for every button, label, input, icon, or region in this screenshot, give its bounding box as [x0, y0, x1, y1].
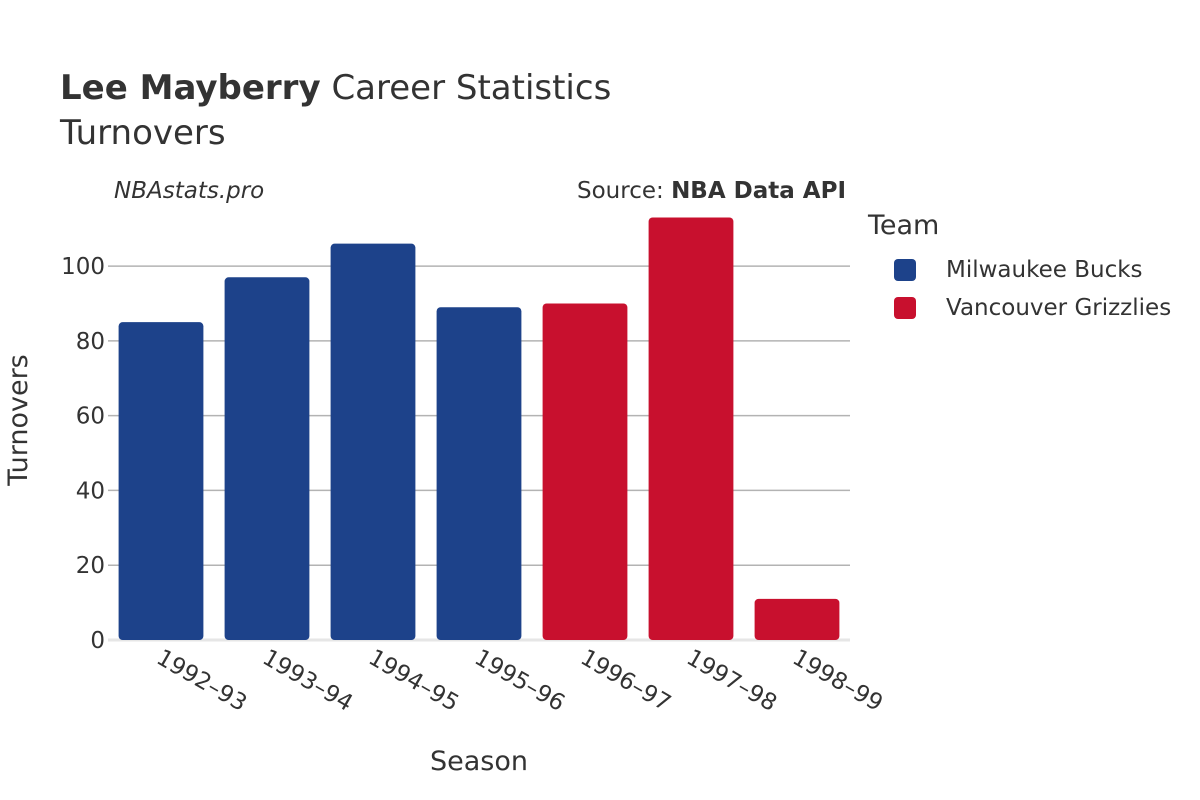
bar-1997–98[interactable] — [648, 217, 734, 640]
legend-swatch — [894, 297, 916, 319]
source-credit: Source: NBA Data API — [577, 178, 846, 204]
source-name: NBA Data API — [671, 178, 846, 204]
x-tick-label: 1995–96 — [470, 645, 569, 717]
x-tick-label: 1996–97 — [576, 645, 675, 717]
bar-1993–94[interactable] — [224, 277, 310, 640]
x-tick-labels: 1992–93 1993–94 1994–95 1995–96 1996–97 1997–… — [152, 645, 887, 717]
y-tick-label: 80 — [76, 329, 105, 355]
legend-title: Team — [868, 210, 940, 241]
y-tick-label: 60 — [76, 404, 105, 430]
x-tick-label: 1994–95 — [364, 645, 463, 717]
y-tick-label: 0 — [90, 628, 105, 654]
x-tick-label: 1998–99 — [788, 645, 887, 717]
title-rest: Career Statistics — [331, 68, 612, 108]
player-name: Lee Mayberry — [60, 68, 321, 108]
bar-1998–99[interactable] — [754, 598, 840, 640]
x-axis-label: Season — [430, 746, 528, 777]
legend-item-milwaukee-bucks[interactable]: Milwaukee Bucks — [868, 251, 1171, 289]
chart-title: Lee Mayberry Career Statistics — [60, 68, 611, 108]
x-tick-label: 1997–98 — [682, 645, 781, 717]
x-tick-label: 1993–94 — [258, 645, 357, 717]
bar-1992–93[interactable] — [118, 322, 204, 640]
bar-1994–95[interactable] — [330, 243, 416, 641]
source-prefix: Source: — [577, 178, 672, 204]
legend-label: Vancouver Grizzlies — [946, 295, 1172, 321]
bar-1995–96[interactable] — [436, 307, 522, 640]
y-tick-label: 40 — [76, 478, 105, 504]
x-tick-label: 1992–93 — [152, 645, 251, 717]
legend: Team Milwaukee Bucks Vancouver Grizzlies — [868, 210, 1171, 327]
legend-swatch — [894, 259, 916, 281]
legend-label: Milwaukee Bucks — [946, 257, 1143, 283]
bar-1996–97[interactable] — [542, 303, 628, 640]
legend-item-vancouver-grizzlies[interactable]: Vancouver Grizzlies — [868, 289, 1171, 327]
watermark: NBAstats.pro — [114, 178, 265, 204]
y-tick-label: 20 — [76, 553, 105, 579]
y-tick-label: 100 — [61, 254, 105, 280]
y-axis-label: Turnovers — [3, 354, 34, 487]
y-tick-labels: 0 20 40 60 80 100 — [61, 254, 105, 654]
chart-subtitle: Turnovers — [60, 113, 226, 153]
bars — [118, 217, 840, 641]
